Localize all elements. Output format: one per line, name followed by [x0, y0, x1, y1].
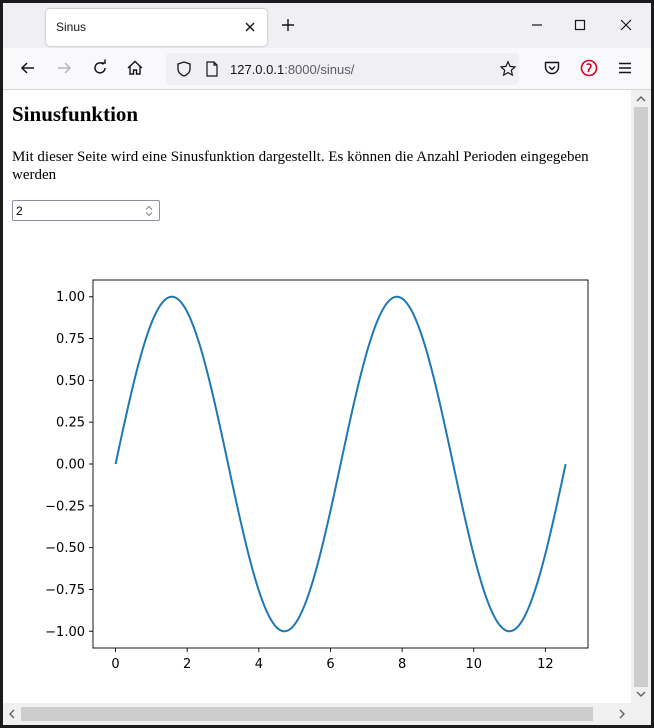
x-tick-label: 2: [183, 657, 191, 672]
spinner-arrows-icon[interactable]: [142, 203, 156, 219]
x-tick-label: 10: [465, 657, 482, 672]
x-tick-label: 6: [326, 657, 334, 672]
scroll-up-icon[interactable]: [635, 93, 647, 105]
y-tick-label: 0.75: [56, 332, 85, 347]
hamburger-menu-icon[interactable]: [615, 58, 635, 78]
close-icon[interactable]: [241, 18, 259, 36]
y-tick-label: 1.00: [56, 290, 85, 305]
arrow-left-icon[interactable]: [18, 58, 38, 78]
y-tick-label: 0.25: [56, 416, 85, 431]
y-tick-label: −1.00: [45, 625, 85, 640]
tab-title: Sinus: [56, 20, 87, 34]
browser-window: Sinus: [3, 3, 651, 725]
url-text[interactable]: 127.0.0.1:8000/sinus/: [230, 62, 354, 77]
page-content: Sinusfunktion Mit dieser Seite wird eine…: [3, 90, 631, 703]
x-tick-label: 12: [537, 657, 554, 672]
sine-chart: 0 2 4 6 8 10 12 1.00 0.75 0.50 0.25 0.00 −0.25 −0.50 −…: [45, 279, 589, 672]
x-tick-label: 0: [111, 657, 119, 672]
plus-icon[interactable]: [279, 16, 297, 34]
pocket-icon[interactable]: [542, 58, 562, 78]
y-tick-label: 0.50: [56, 374, 85, 389]
y-tick-label: −0.50: [45, 541, 85, 556]
vertical-scroll-thumb[interactable]: [634, 107, 648, 687]
periods-input[interactable]: 2: [12, 200, 160, 221]
url-host: 127.0.0.1: [230, 62, 285, 77]
scroll-down-icon[interactable]: [635, 688, 647, 700]
y-tick-label: −0.75: [45, 583, 85, 598]
x-tick-label: 4: [255, 657, 263, 672]
extension-icon[interactable]: [579, 58, 599, 78]
periods-value: 2: [16, 204, 23, 218]
reload-icon[interactable]: [90, 58, 110, 78]
shield-icon[interactable]: [175, 60, 193, 78]
home-icon[interactable]: [125, 58, 145, 78]
x-tick-label: 8: [398, 657, 406, 672]
scroll-right-icon[interactable]: [616, 708, 628, 720]
scroll-left-icon[interactable]: [6, 708, 18, 720]
arrow-right-icon[interactable]: [54, 58, 74, 78]
horizontal-scroll-thumb[interactable]: [21, 707, 593, 721]
title-bar: Sinus: [3, 3, 651, 48]
page-description: Mit dieser Seite wird eine Sinusfunktion…: [12, 149, 589, 183]
y-tick-label: 0.00: [56, 458, 85, 473]
url-path: :8000/sinus/: [284, 62, 355, 77]
url-bar[interactable]: 127.0.0.1:8000/sinus/: [166, 53, 519, 85]
horizontal-scrollbar[interactable]: [3, 703, 631, 725]
sine-series-line: [114, 295, 567, 633]
y-tick-label: −0.25: [45, 499, 85, 514]
window-close-icon[interactable]: [616, 15, 636, 35]
star-icon[interactable]: [499, 60, 517, 78]
vertical-scrollbar[interactable]: [631, 90, 651, 703]
maximize-icon[interactable]: [570, 15, 590, 35]
navigation-bar: 127.0.0.1:8000/sinus/: [3, 48, 651, 90]
tab-sinus[interactable]: Sinus: [46, 9, 267, 46]
minimize-icon[interactable]: [527, 15, 547, 35]
page-icon[interactable]: [203, 60, 221, 78]
page-title: Sinusfunktion: [12, 102, 139, 126]
scrollbar-corner: [631, 703, 651, 725]
